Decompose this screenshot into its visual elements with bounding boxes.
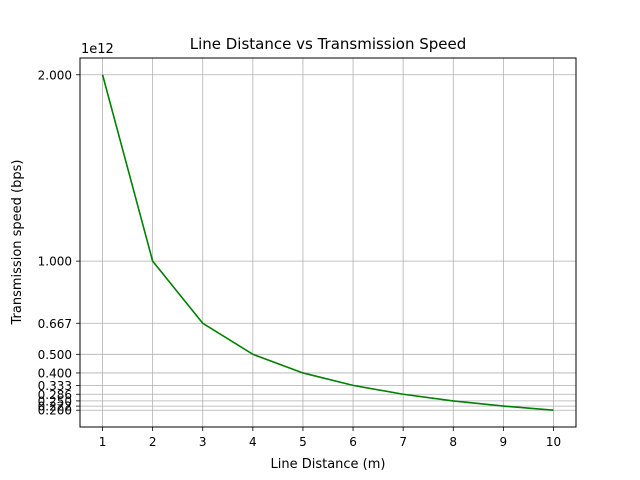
- series-line: [101, 74, 554, 412]
- y-tick-label: 1.000: [38, 255, 72, 269]
- y-tick-label: 0.222: [38, 400, 72, 414]
- x-tick-label: 2: [149, 435, 157, 449]
- x-tick-label: 5: [299, 435, 307, 449]
- x-tick-label: 7: [399, 435, 407, 449]
- x-tick-label: 6: [349, 435, 357, 449]
- y-axis-ticks: 2.000 1.000 0.667 0.500 0.4000.3330.2860.250…: [38, 68, 80, 418]
- y-tick-label: 0.250: [38, 394, 72, 408]
- x-axis-ticks: 1 2 3 4 5 6 7 8 9 10: [99, 427, 561, 449]
- x-tick-label: 4: [249, 435, 257, 449]
- y-tick-label: 0.667: [38, 317, 72, 331]
- grid: [80, 58, 576, 427]
- x-tick-label: 9: [500, 435, 508, 449]
- y-tick-label: 0.200: [38, 404, 72, 418]
- y-tick-label: 0.333: [38, 379, 72, 393]
- x-tick-label: 10: [546, 435, 561, 449]
- y-axis-label: Transmission speed (bps): [10, 160, 25, 326]
- y-tick-label: 2.000: [38, 68, 72, 82]
- x-tick-label: 1: [99, 435, 107, 449]
- y-tick-label: 0.286: [38, 388, 72, 402]
- y-tick-label: 0.500: [38, 348, 72, 362]
- plot-frame: [79, 57, 577, 428]
- chart-title: Line Distance vs Transmission Speed: [190, 35, 467, 53]
- x-tick-label: 8: [449, 435, 457, 449]
- x-axis-label: Line Distance (m): [270, 457, 385, 472]
- y-tick-label: 0.400: [38, 366, 72, 380]
- x-tick-label: 3: [199, 435, 207, 449]
- y-axis-offset-label: 1e12: [81, 42, 114, 57]
- series-layer: [101, 74, 554, 412]
